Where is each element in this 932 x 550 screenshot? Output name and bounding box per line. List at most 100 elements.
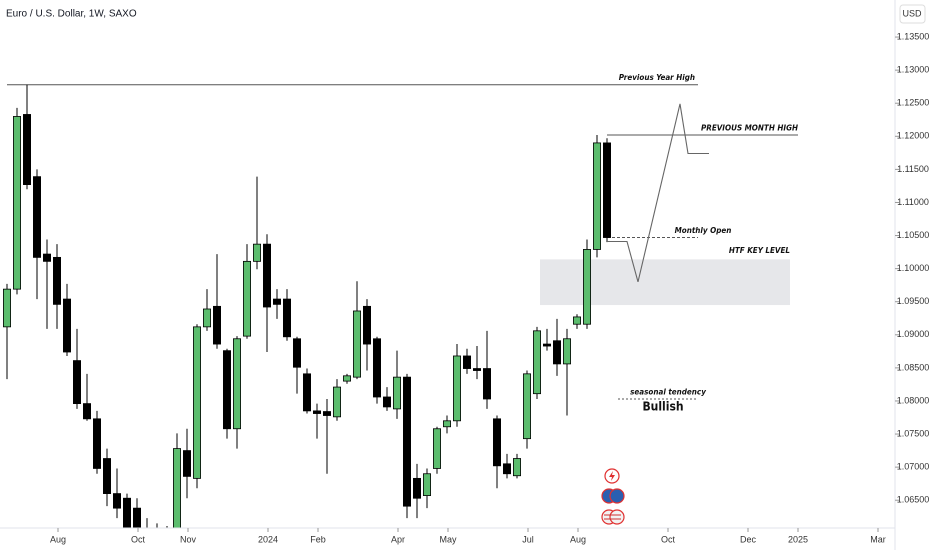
y-tick-label: 1.09000	[897, 329, 930, 339]
candle-body	[192, 326, 201, 479]
currency-box[interactable]	[899, 4, 926, 24]
candle-body	[322, 411, 331, 416]
projection-line	[607, 103, 709, 283]
level-label: Monthly Open	[675, 226, 732, 235]
chart-title: Euro / U.S. Dollar, 1W, SAXO	[6, 9, 137, 20]
y-tick-label: 1.13000	[897, 65, 930, 75]
candle-body	[33, 176, 42, 258]
candle-body	[262, 243, 271, 308]
candle-body	[83, 403, 92, 420]
x-tick-label: Feb	[310, 534, 326, 544]
candle-body	[292, 338, 301, 368]
candle-body	[603, 142, 612, 238]
y-tick-label: 1.11500	[897, 164, 929, 174]
candle-body	[372, 338, 381, 398]
level-label: Previous Year High	[619, 73, 695, 82]
x-tick-label: May	[439, 534, 457, 544]
y-tick-label: 1.08500	[897, 362, 930, 372]
candle-body	[172, 448, 181, 528]
candle-body	[432, 428, 441, 469]
candle-body	[232, 338, 241, 430]
y-tick-label: 1.09500	[897, 296, 930, 306]
x-tick-label: Aug	[50, 534, 66, 544]
candle-body	[513, 458, 522, 477]
plot-area	[2, 84, 798, 528]
candle-body	[282, 298, 291, 338]
y-tick-label: 1.07500	[897, 428, 930, 438]
candle-body	[543, 343, 552, 347]
candle-body	[502, 463, 511, 475]
level-label: PREVIOUS MONTH HIGH	[701, 123, 798, 132]
candle-body	[12, 116, 21, 290]
currency-label: USD	[902, 8, 922, 18]
y-tick-label: 1.13500	[897, 31, 930, 41]
candle-body	[182, 450, 191, 477]
x-tick-label: 2024	[258, 534, 278, 544]
candle-body	[352, 310, 361, 378]
candle-body	[573, 316, 582, 325]
candle-body	[312, 410, 321, 414]
candle-body	[492, 418, 501, 467]
candle-body	[222, 350, 231, 430]
candle-body	[2, 288, 11, 328]
candle-body	[412, 477, 421, 499]
y-tick-label: 1.06500	[897, 495, 930, 505]
candle-body	[43, 253, 52, 262]
key-level-label: HTF KEY LEVEL	[729, 246, 791, 255]
candle-body	[593, 142, 602, 250]
event-icons	[601, 468, 625, 525]
candle-body	[533, 330, 542, 395]
candle-body	[93, 418, 102, 469]
x-tick-label: 2025	[788, 534, 808, 544]
x-tick-label: Mar	[870, 534, 886, 544]
candle-body	[362, 305, 371, 345]
candle-body	[113, 493, 122, 509]
seasonal-text: Bullish	[642, 399, 683, 413]
candle-body	[402, 376, 411, 507]
candle-body	[563, 338, 572, 365]
candle-body	[212, 305, 221, 345]
key-level-zone	[540, 259, 790, 306]
candle-body	[22, 114, 31, 186]
candle-body	[462, 355, 471, 369]
candle-body	[442, 420, 451, 428]
candle-body	[202, 308, 211, 328]
x-tick-label: Aug	[570, 534, 586, 544]
candle-body	[272, 298, 281, 305]
y-tick-label: 1.12500	[897, 98, 930, 108]
candle-body	[342, 375, 351, 382]
candle-body	[63, 298, 72, 353]
x-tick-label: Dec	[740, 534, 757, 544]
candle-body	[452, 355, 461, 422]
x-tick-label: Oct	[661, 534, 676, 544]
y-tick-label: 1.11000	[897, 197, 929, 207]
candle-body	[302, 373, 311, 412]
candle-body	[472, 368, 481, 371]
y-tick-label: 1.12000	[897, 131, 930, 141]
x-tick-label: Jul	[522, 534, 534, 544]
candle-body	[382, 396, 391, 408]
y-tick-label: 1.07000	[897, 462, 930, 472]
candle-body	[422, 473, 431, 496]
candle-body	[242, 260, 251, 337]
candle-body	[252, 243, 261, 262]
y-tick-label: 1.08000	[897, 395, 930, 405]
x-tick-label: Apr	[391, 534, 405, 544]
x-tick-label: Oct	[131, 534, 146, 544]
candle-body	[392, 376, 401, 410]
candle-body	[53, 256, 62, 305]
candle-body	[103, 458, 112, 494]
candle-body	[132, 507, 141, 528]
candle-body	[583, 249, 592, 325]
y-tick-label: 1.10500	[897, 230, 930, 240]
y-tick-label: 1.10000	[897, 263, 930, 273]
candle-body	[332, 386, 341, 418]
candle-body	[123, 497, 132, 528]
candle-body	[73, 360, 82, 405]
candle-body	[553, 340, 562, 365]
seasonal-label: seasonal tendency	[630, 387, 706, 396]
candle-body	[482, 368, 491, 400]
candle-body	[523, 373, 532, 440]
